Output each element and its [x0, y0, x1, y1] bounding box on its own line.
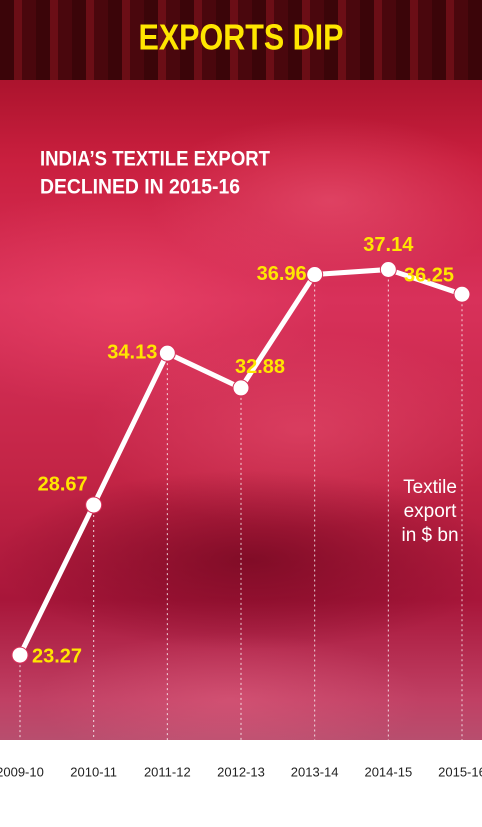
data-label: 37.14: [363, 234, 414, 256]
data-label: 32.88: [235, 356, 285, 378]
x-tick-label: 2010-11: [70, 764, 117, 779]
data-label: 36.96: [257, 263, 307, 285]
point: [232, 379, 250, 397]
fringe-band: [0, 0, 482, 80]
x-tick-label: 2014-15: [364, 764, 412, 779]
x-tick-label: 2009-10: [0, 764, 44, 779]
annotation-line: in $ bn: [401, 525, 458, 546]
annotation-line: export: [404, 501, 458, 522]
subtitle-line: DECLINED IN 2015-16: [40, 176, 240, 199]
point: [158, 344, 176, 362]
point: [453, 285, 471, 303]
subtitle-line: INDIA’S TEXTILE EXPORT: [40, 148, 270, 171]
point: [379, 261, 397, 279]
chart-title: EXPORTS DIP: [139, 17, 344, 58]
x-tick-label: 2011-12: [144, 764, 191, 779]
data-label: 28.67: [38, 473, 88, 495]
x-tick-label: 2013-14: [291, 764, 339, 779]
line: [17, 267, 463, 657]
annotation-line: Textile: [403, 477, 457, 498]
data-label: 36.25: [404, 265, 454, 287]
x-tick-label: 2012-13: [217, 764, 265, 779]
point: [306, 266, 324, 284]
x-tick-label: 2015-16: [438, 764, 482, 779]
data-label: 34.13: [107, 341, 157, 363]
data-label: 23.27: [32, 645, 82, 667]
point: [85, 496, 103, 514]
point: [11, 646, 29, 664]
